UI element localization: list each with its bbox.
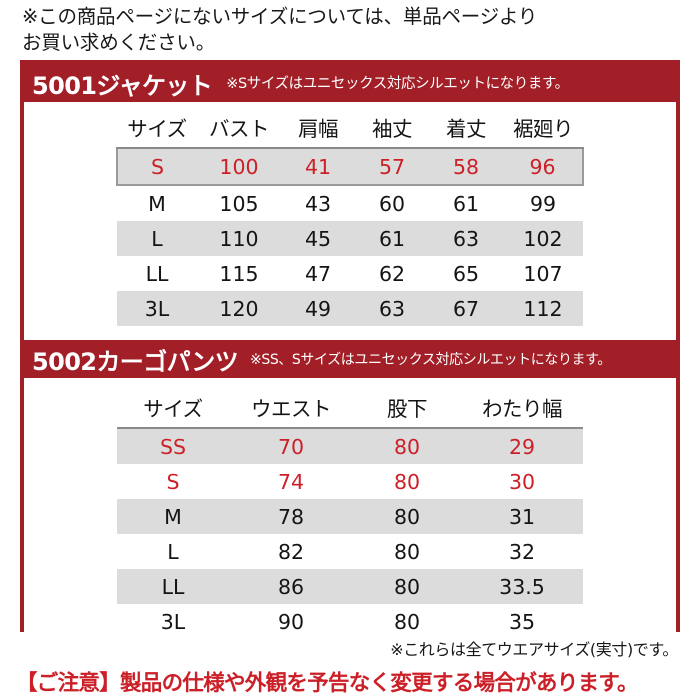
jacket-table-wrap: サイズ バスト 肩幅 袖丈 着丈 裾廻り S 100 41 57 58 — [24, 110, 676, 326]
value-cell: 96 — [503, 147, 584, 186]
size-cell: M — [117, 499, 229, 534]
jacket-col-header: サイズ — [117, 110, 197, 149]
value-cell: 80 — [353, 428, 461, 464]
table-row: S 100 41 57 58 96 — [116, 147, 584, 186]
value-cell: 90 — [277, 609, 305, 634]
value-cell: 80 — [353, 569, 461, 604]
table-row: L 110 45 61 63 102 — [117, 221, 583, 256]
jacket-banner-title: 5001ジャケット — [32, 71, 213, 100]
value-cell: 58 — [429, 147, 503, 186]
value-cell: 86 — [229, 569, 353, 604]
value-cell: 99 — [529, 191, 557, 216]
jacket-header-row: サイズ バスト 肩幅 袖丈 着丈 裾廻り — [117, 110, 583, 149]
value-cell: 43 — [304, 191, 332, 216]
section-divider — [24, 326, 676, 340]
value-cell: 120 — [197, 291, 281, 326]
table-row: S 74 80 30 — [117, 464, 583, 499]
value-cell: 78 — [229, 499, 353, 534]
value-cell: 35 — [508, 609, 536, 634]
value-cell: 45 — [281, 221, 355, 256]
size-cell: L — [167, 539, 179, 564]
value-cell: 47 — [304, 261, 332, 286]
value-cell: 65 — [452, 261, 480, 286]
value-cell: 80 — [393, 469, 421, 494]
size-cell: M — [148, 191, 166, 216]
value-cell: 62 — [378, 261, 406, 286]
jacket-banner: 5001ジャケット ※Sサイズはユニセックス対応シルエットになります。 — [24, 64, 676, 102]
table-row: M 78 80 31 — [117, 499, 583, 534]
table-row: 3L 120 49 63 67 112 — [117, 291, 583, 326]
table-row: SS 70 80 29 — [117, 428, 583, 464]
value-cell: 74 — [277, 469, 305, 494]
value-cell: 80 — [393, 539, 421, 564]
value-cell: 100 — [197, 147, 281, 186]
size-tables-frame: 5001ジャケット ※Sサイズはユニセックス対応シルエットになります。 サイズ … — [20, 60, 680, 639]
value-cell: 49 — [281, 291, 355, 326]
jacket-col-header: 裾廻り — [503, 110, 583, 149]
value-cell: 80 — [353, 499, 461, 534]
value-cell: 31 — [461, 499, 583, 534]
jacket-col-header: 肩幅 — [281, 110, 355, 149]
pants-banner-note: ※SS、Sサイズはユニセックス対応シルエットになります。 — [250, 351, 611, 368]
table-row: 3L 90 80 35 — [117, 604, 583, 639]
size-cell: SS — [117, 428, 229, 464]
pants-table-wrap: サイズ ウエスト 股下 わたり幅 SS 70 80 29 S — [24, 390, 676, 639]
value-cell: 70 — [229, 428, 353, 464]
size-cell: LL — [117, 569, 229, 604]
top-note: ※この商品ページにないサイズについては、単品ページより お買い求めください。 — [22, 4, 662, 56]
value-cell: 32 — [508, 539, 536, 564]
measurement-note: ※これらは全てウエアサイズ(実寸)です。 — [390, 640, 678, 659]
table-row: L 82 80 32 — [117, 534, 583, 569]
jacket-col-header: 袖丈 — [355, 110, 429, 149]
pants-col-header: 股下 — [353, 390, 461, 429]
value-cell: 61 — [452, 191, 480, 216]
table-row: M 105 43 60 61 99 — [117, 185, 583, 221]
size-cell: S — [166, 469, 180, 494]
value-cell: 112 — [503, 291, 583, 326]
value-cell: 60 — [378, 191, 406, 216]
value-cell: 57 — [355, 147, 429, 186]
size-cell: L — [117, 221, 197, 256]
size-cell: S — [116, 147, 197, 186]
value-cell: 82 — [277, 539, 305, 564]
size-cell: LL — [145, 261, 169, 286]
value-cell: 80 — [393, 609, 421, 634]
pants-banner-title: 5002カーゴパンツ — [32, 347, 239, 376]
value-cell: 30 — [508, 469, 536, 494]
top-note-line-2: お買い求めください。 — [22, 31, 216, 54]
pants-col-header: わたり幅 — [461, 390, 583, 429]
pants-col-header: サイズ — [117, 390, 229, 429]
jacket-col-header: 着丈 — [429, 110, 503, 149]
pants-banner: 5002カーゴパンツ ※SS、Sサイズはユニセックス対応シルエットになります。 — [24, 340, 676, 378]
value-cell: 115 — [219, 261, 259, 286]
pants-header-row: サイズ ウエスト 股下 わたり幅 — [117, 390, 583, 429]
table-row: LL 115 47 62 65 107 — [117, 256, 583, 291]
value-cell: 29 — [461, 428, 583, 464]
jacket-size-table: サイズ バスト 肩幅 袖丈 着丈 裾廻り S 100 41 57 58 — [116, 110, 584, 326]
value-cell: 33.5 — [461, 569, 583, 604]
top-note-line-1: ※この商品ページにないサイズについては、単品ページより — [22, 5, 538, 28]
pants-col-header: ウエスト — [229, 390, 353, 429]
value-cell: 107 — [523, 261, 563, 286]
value-cell: 63 — [429, 221, 503, 256]
caution-note: 【ご注意】製品の仕様や外観を予告なく変更する場合があります。 — [16, 671, 639, 696]
jacket-banner-note: ※Sサイズはユニセックス対応シルエットになります。 — [226, 76, 569, 92]
table-row: LL 86 80 33.5 — [117, 569, 583, 604]
value-cell: 63 — [355, 291, 429, 326]
value-cell: 61 — [355, 221, 429, 256]
size-cell: 3L — [160, 609, 186, 634]
size-cell: 3L — [117, 291, 197, 326]
value-cell: 105 — [219, 191, 259, 216]
value-cell: 110 — [197, 221, 281, 256]
value-cell: 41 — [281, 147, 355, 186]
jacket-col-header: バスト — [197, 110, 281, 149]
value-cell: 102 — [503, 221, 583, 256]
value-cell: 67 — [429, 291, 503, 326]
pants-size-table: サイズ ウエスト 股下 わたり幅 SS 70 80 29 S — [117, 390, 583, 639]
